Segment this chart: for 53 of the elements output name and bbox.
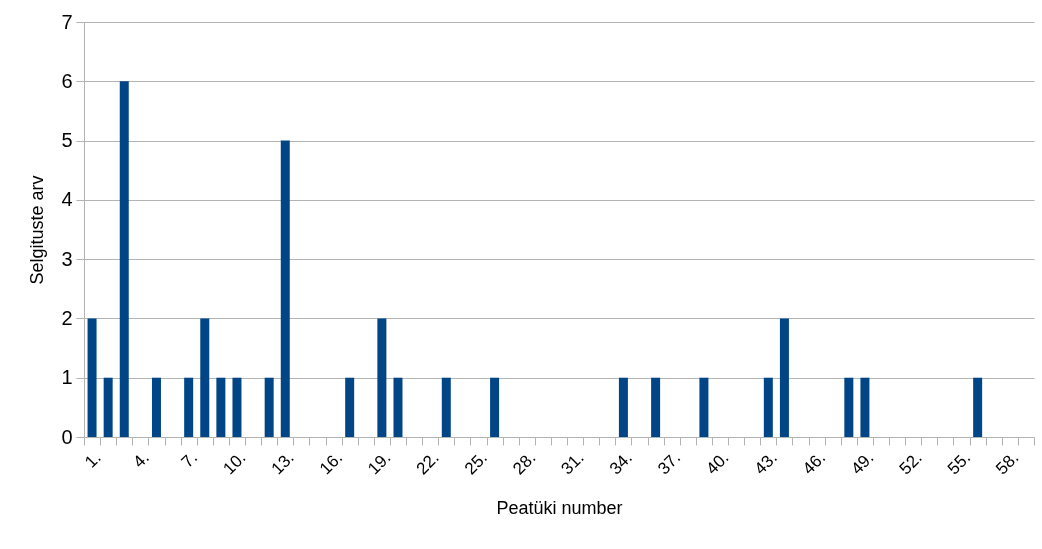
x-tick-label: 40.	[702, 448, 733, 479]
bar	[103, 377, 113, 437]
x-tick-label: 10.	[219, 448, 250, 479]
x-tick-label: 7.	[177, 448, 202, 472]
y-tick-label: 0	[61, 425, 73, 448]
x-tick-label: 34.	[605, 448, 636, 479]
x-tick-label: 43.	[750, 448, 781, 479]
x-tick-label: 49.	[847, 448, 878, 479]
x-tick-label: 46.	[799, 448, 830, 479]
x-tick-label: 31.	[557, 448, 588, 479]
bar	[87, 318, 97, 437]
x-tick-label: 22.	[412, 448, 443, 479]
x-tick-label: 16.	[315, 448, 347, 479]
y-tick-label: 5	[61, 129, 73, 152]
bar	[490, 377, 500, 437]
y-tick-label: 1	[61, 366, 73, 389]
bar	[763, 377, 773, 437]
bar	[393, 377, 403, 437]
bar	[779, 318, 789, 437]
x-tick-label: 28.	[509, 448, 540, 479]
x-axis-title: Peatüki number	[496, 497, 623, 518]
bar	[280, 140, 290, 437]
x-tick-label: 1.	[81, 448, 105, 472]
x-tick-label: 13.	[267, 448, 298, 479]
bar	[618, 377, 628, 437]
bar	[184, 377, 194, 437]
y-axis-title: Selgituste arv	[27, 175, 48, 285]
bar	[377, 318, 387, 437]
bar	[200, 318, 210, 437]
bar	[264, 377, 274, 437]
x-tick-label: 4.	[129, 448, 153, 472]
y-tick-label: 7	[61, 10, 73, 33]
bar	[973, 377, 983, 437]
x-tick-label: 58.	[992, 448, 1023, 479]
bar	[119, 81, 129, 437]
x-tick-label: 37.	[654, 448, 685, 479]
y-tick-label: 3	[61, 247, 73, 270]
y-tick-label: 6	[61, 69, 73, 92]
y-tick-label: 2	[61, 306, 73, 329]
bar	[232, 377, 242, 437]
bar	[441, 377, 451, 437]
x-tick-label: 19.	[364, 448, 395, 479]
bar	[216, 377, 226, 437]
bar	[151, 377, 161, 437]
x-tick-label: 55.	[943, 448, 975, 479]
y-tick-label: 4	[61, 188, 73, 211]
bar	[844, 377, 854, 437]
x-tick-label: 25.	[460, 448, 492, 479]
bar	[651, 377, 661, 437]
bar	[345, 377, 355, 437]
bar	[860, 377, 870, 437]
bar	[699, 377, 709, 437]
x-tick-label: 52.	[895, 448, 926, 479]
